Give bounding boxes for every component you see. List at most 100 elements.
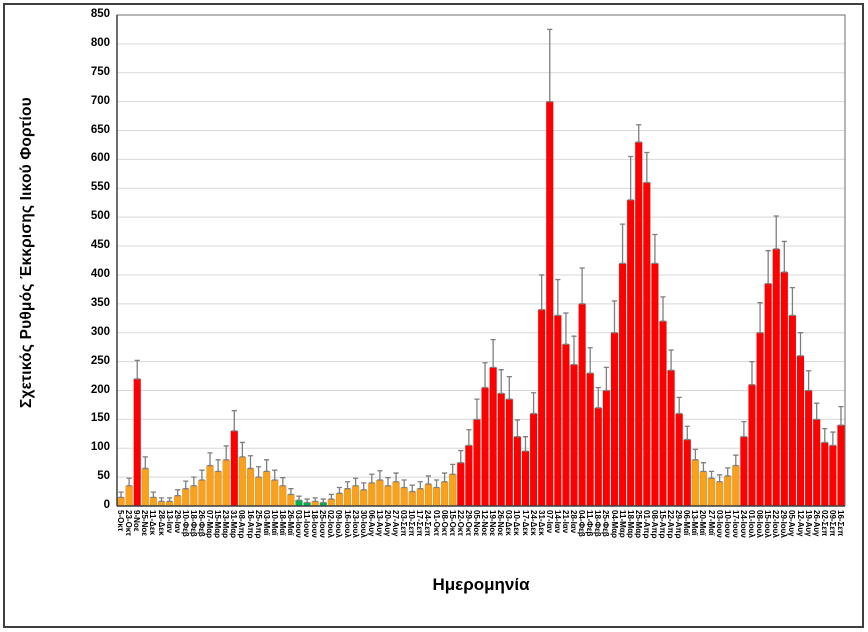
bar-17-Ιουν [732,465,740,507]
bar-15-Απρ [659,320,667,507]
error-bar-18-Μαρ [628,155,634,201]
bar-29-Οκτ [465,445,473,507]
error-bar-20-Μαϊ [700,462,707,472]
error-bar-24-Ιουν [741,421,747,438]
error-bar-03-Ιουν [717,474,723,483]
bar-06-Αυγ [368,482,376,507]
bar-09-Ιουλ [335,493,344,507]
error-bar-18-Φεβ [191,476,197,487]
bar-08-Οκτ [440,481,449,507]
y-tick-0: 0 [103,499,110,511]
error-bar-08-Ιουλ [757,302,763,334]
error-bar-11-Δεκ [150,491,156,498]
error-bar-25-Μαρ [636,124,642,143]
y-tick-550: 550 [90,181,110,194]
error-bar-22-Ιουλ [773,215,779,250]
bar-09-Σεπ [829,445,837,507]
error-bar-02-Σεπ [822,427,828,444]
error-bar-29-Ιαν [175,489,181,497]
bar-13-Αυγ [376,479,384,507]
bar-24-Ιουν [740,436,748,507]
bar-03-Ιουν [715,481,724,507]
error-bar-10-Φεβ [183,480,189,490]
error-bar-31-Μαρ [231,410,237,432]
error-bar-20-Αυγ [385,477,391,487]
error-bar-25-Απρ [255,466,262,478]
bar-18-Φεβ [594,407,603,507]
error-bar-13-Αυγ [377,470,383,481]
error-bar-17-Ιουν [733,454,739,467]
bar-25-Απρ [254,476,263,507]
bar-21-Ιαν [562,344,570,507]
y-axis-title: Σχετικός Ρυθμός Έκκρισης Ιικού Φορτίου [18,97,35,408]
bar-26-Νοε [497,393,505,507]
y-tick-50: 50 [97,470,110,483]
bar-12-Αυγ [796,355,805,507]
error-bar-22-Οκτ [458,449,464,464]
error-bar-06-Μαϊ [684,425,690,441]
bar-03-Σεπ [400,487,408,507]
bar-16-Σεπ [837,424,845,507]
error-bar-31-Δεκ [539,274,545,311]
bar-22-Απρ [667,370,675,507]
error-bar-08-Απρ [239,441,245,458]
error-bar-29-Ιουλ [781,240,787,273]
error-bar-29-Απρ [676,396,682,415]
error-bar-16-Ιουλ [344,481,351,490]
bar-26-Μαϊ [287,494,295,507]
bar-24-Σεπ [424,483,433,507]
error-bar-13-Μαϊ [692,448,698,461]
error-bar-16-Απρ [247,455,254,470]
y-tick-100: 100 [90,441,110,454]
bar-10-Σεπ [408,491,416,507]
bar-22-Ιουλ [772,248,780,507]
y-tick-750: 750 [90,65,110,78]
error-bar-12-Αυγ [797,332,804,357]
bar-10-Δεκ [513,436,522,507]
error-bar-19-Αυγ [806,370,812,392]
bar-24-Δεκ [529,413,538,507]
error-bar-03-Μαϊ [264,459,270,472]
error-bar-09-Ιουλ [336,486,343,494]
bar-20-Μαϊ [699,471,708,507]
y-tick-800: 800 [90,36,110,49]
bar-9-Νοε [133,378,141,507]
bar-28-Ιαν [570,364,578,507]
error-bar-15-Οκτ [450,463,456,475]
error-bar-25-Νοε [142,456,148,470]
error-bar-28-Δεκ [158,497,165,503]
bar-08-Απρ [238,456,247,507]
bar-11-Μαρ [618,263,627,507]
error-bar-07-Ιαν [547,28,553,103]
error-bar-03-Δεκ [506,375,512,400]
y-tick-300: 300 [90,325,110,338]
error-bar-26-Αυγ [814,402,820,420]
y-tick-650: 650 [90,123,110,136]
bar-10-Φεβ [182,488,190,507]
bar-11-Φεβ [586,372,594,507]
bar-07-Μαρ [206,465,214,507]
error-bar-9-Νοε [134,359,140,380]
bar-23-Οκτ [125,485,133,507]
error-bar-07-Μαρ [207,452,213,467]
bar-01-Οκτ [432,487,441,507]
error-bar-23-Ιουλ [353,477,359,487]
error-bar-23-Μαρ [223,445,229,461]
error-bar-27-Αυγ [393,472,399,483]
bar-05-Νοε [473,419,481,507]
bar-15-Οκτ [448,473,457,507]
error-bar-16-Σεπ [838,405,844,426]
error-bar-08-Απρ [652,233,658,265]
error-bar-01-Οκτ [433,479,440,489]
error-bar-26-Φεβ [199,469,205,481]
bar-25-Φεβ [602,390,611,507]
bar-22-Οκτ [457,462,465,507]
error-bar-10-Σεπ [409,484,415,493]
error-bar-23-Οκτ [126,477,132,487]
error-bar-05-Αυγ [789,287,796,317]
bar-04-Φεβ [578,303,586,507]
bar-25-Νοε [141,468,150,507]
y-tick-400: 400 [90,267,110,280]
bar-29-Απρ [675,413,683,507]
